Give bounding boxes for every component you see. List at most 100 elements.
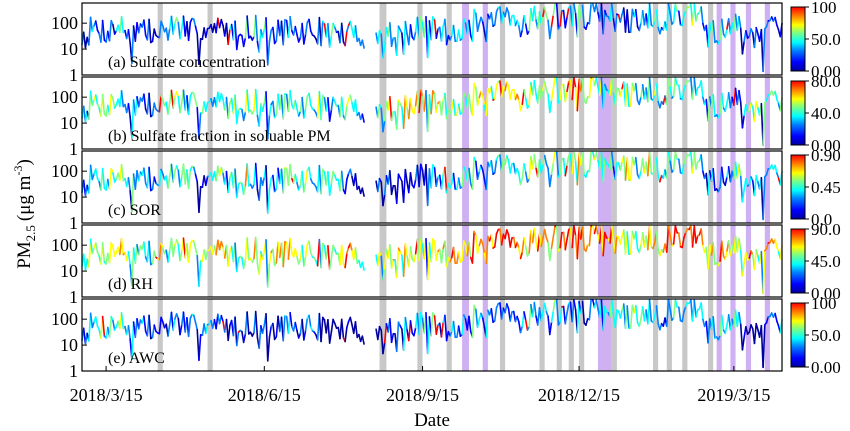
series-segment (301, 96, 305, 119)
series-segment (433, 93, 438, 114)
series-segment (512, 88, 517, 101)
series-segment (476, 244, 481, 255)
series-segment (638, 318, 642, 328)
series-segment (303, 181, 307, 193)
series-segment (452, 98, 457, 117)
series-segment (638, 170, 642, 180)
series-segment (674, 299, 678, 308)
series-segment (667, 77, 672, 89)
series-segment (433, 19, 438, 40)
series-segment (524, 171, 529, 183)
series-segment (134, 170, 138, 190)
series-segment (509, 89, 513, 100)
series-segment (426, 20, 431, 59)
series-segment (108, 315, 113, 338)
series-segment (194, 247, 199, 257)
series-segment (665, 151, 670, 179)
series-segment (242, 333, 247, 344)
grey-band (682, 299, 688, 371)
series-segment (678, 306, 682, 322)
series-segment (549, 25, 553, 40)
series-segment (545, 15, 549, 22)
grey-band (579, 3, 585, 75)
series-segment (669, 160, 673, 173)
series-segment (340, 244, 345, 265)
series-segment (559, 84, 563, 101)
series-segment (665, 3, 670, 31)
series-segment (294, 321, 298, 332)
series-segment (382, 119, 386, 133)
series-segment (258, 176, 262, 201)
series-segment (148, 314, 152, 340)
series-segment (266, 40, 271, 66)
series-segment (755, 26, 759, 35)
grey-band (579, 77, 585, 149)
series-segment (629, 156, 634, 181)
series-segment (430, 164, 434, 189)
series-segment (131, 25, 135, 65)
purple-band (730, 77, 736, 149)
series-segment (383, 175, 388, 196)
series-segment (246, 89, 250, 113)
panel-e: 1 10 100 (e) AWC 100 50.0 0.00 (51, 294, 841, 381)
series-segment (674, 77, 678, 86)
series-segment (261, 102, 266, 112)
purple-band (764, 151, 770, 223)
series-segment (383, 101, 388, 122)
series-segment (753, 174, 758, 197)
colorbar (790, 6, 806, 72)
series-segment (289, 89, 293, 106)
series-segment (755, 100, 759, 109)
series-segment (297, 110, 302, 117)
series-segment (94, 316, 99, 328)
series-segment (635, 230, 639, 250)
series-segment (91, 25, 95, 33)
series-segment (413, 30, 417, 41)
series-segment (272, 26, 276, 45)
series-segment (344, 252, 348, 269)
purple-band (462, 299, 469, 371)
series-segment (261, 324, 266, 334)
series-segment (471, 230, 475, 264)
series-segment (108, 93, 113, 116)
grey-band (611, 3, 617, 75)
series-segment (776, 320, 780, 327)
series-segment (303, 107, 307, 119)
series-segment (576, 226, 580, 260)
series-segment (776, 24, 780, 31)
series-segment (266, 188, 271, 214)
series-segment (294, 173, 298, 184)
series-segment (127, 102, 131, 118)
series-segment (528, 81, 532, 106)
series-segment (444, 92, 448, 120)
series-segment (143, 19, 147, 36)
grey-band (611, 299, 617, 371)
series-segment (112, 172, 116, 183)
series-segment (516, 19, 520, 27)
series-segment (519, 177, 524, 186)
panel-a: 1 10 100 (a) Sulfate concentration 100 50.0 0.… (51, 0, 841, 85)
series-segment (693, 299, 697, 318)
colorbar-tick-label: 40.0 (811, 104, 841, 123)
colorbar (790, 228, 806, 294)
series-segment (500, 233, 505, 246)
series-segment (614, 309, 618, 329)
series-segment (475, 86, 479, 107)
series-segment (678, 10, 682, 26)
series-segment (480, 16, 484, 23)
y-tick-label: 1 (69, 65, 78, 85)
y-tick-label: 10 (60, 113, 78, 133)
series-segment (390, 184, 395, 196)
series-segment (426, 242, 431, 281)
series-segment (540, 237, 544, 248)
grey-band (708, 77, 714, 149)
grey-band (379, 3, 387, 75)
grey-band (682, 225, 688, 297)
series-segment (268, 325, 272, 339)
series-segment (254, 14, 259, 43)
grey-band (379, 151, 387, 223)
series-segment (258, 324, 262, 349)
series-segment (516, 315, 520, 323)
series-segment (440, 247, 444, 264)
series-segment (220, 92, 224, 101)
